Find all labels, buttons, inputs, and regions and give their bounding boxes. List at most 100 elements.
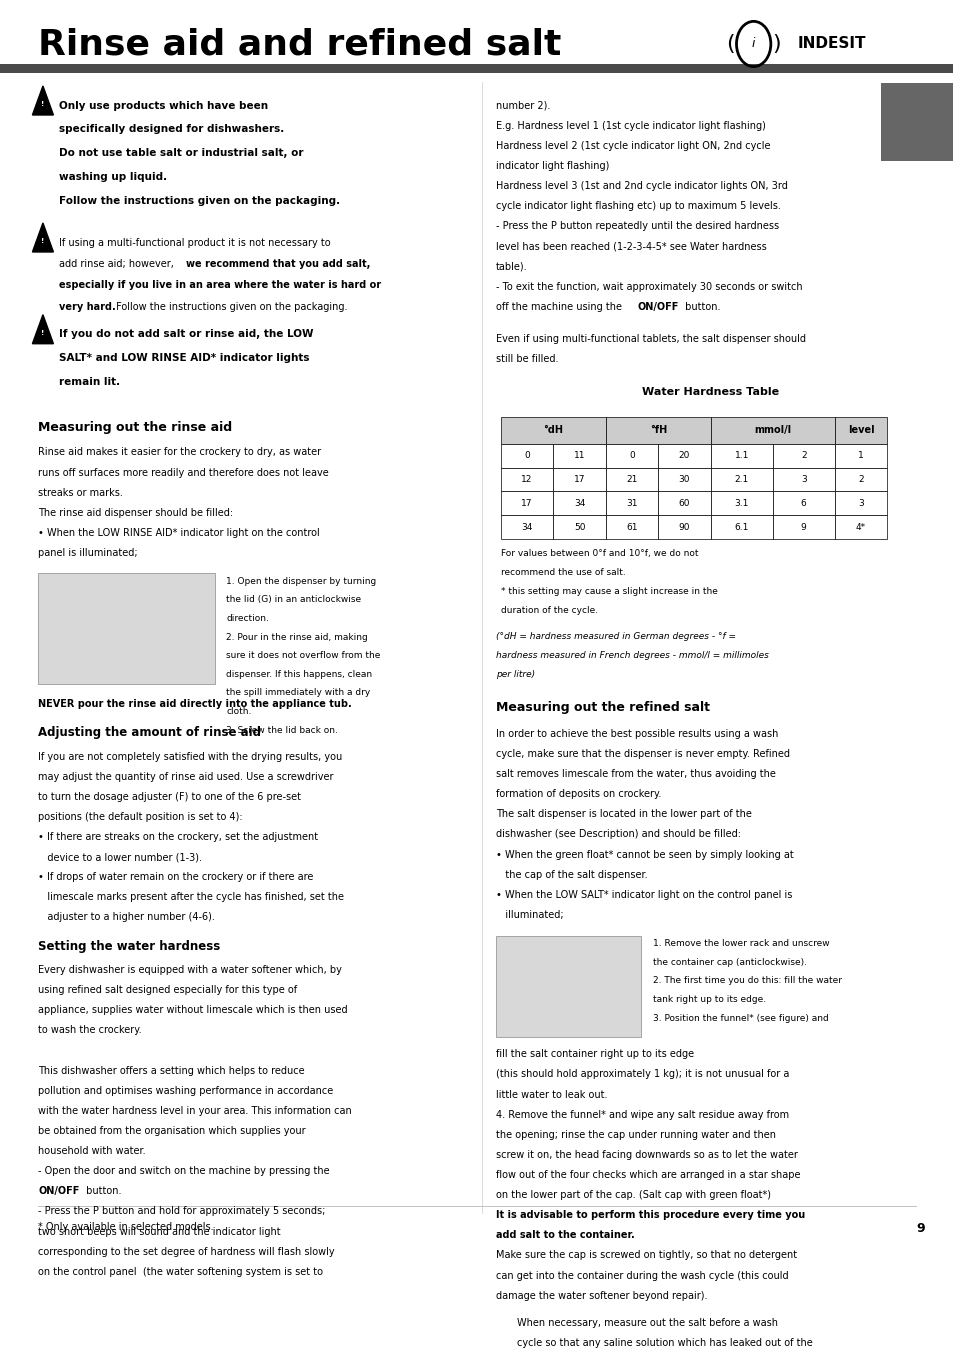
Bar bbox=[553, 467, 605, 492]
Polygon shape bbox=[490, 1304, 511, 1333]
Bar bbox=[553, 492, 605, 515]
Text: 0: 0 bbox=[523, 451, 530, 461]
Text: 9: 9 bbox=[800, 523, 806, 532]
Text: 1.1: 1.1 bbox=[734, 451, 748, 461]
Text: 9: 9 bbox=[916, 1221, 924, 1235]
Text: illuminated;: illuminated; bbox=[496, 909, 563, 920]
Text: 34: 34 bbox=[574, 499, 584, 508]
Text: Hardness level 2 (1st cycle indicator light ON, 2nd cycle: Hardness level 2 (1st cycle indicator li… bbox=[496, 141, 770, 151]
Text: we recommend that you add salt,: we recommend that you add salt, bbox=[186, 259, 370, 269]
Text: the container cap (anticlockwise).: the container cap (anticlockwise). bbox=[652, 958, 805, 966]
Text: !: ! bbox=[41, 330, 45, 335]
Text: 2: 2 bbox=[858, 476, 862, 484]
Text: to wash the crockery.: to wash the crockery. bbox=[38, 1025, 142, 1035]
Text: 30: 30 bbox=[678, 476, 690, 484]
Text: washing up liquid.: washing up liquid. bbox=[59, 172, 167, 182]
Text: remain lit.: remain lit. bbox=[59, 377, 120, 386]
Text: It is advisable to perform this procedure every time you: It is advisable to perform this procedur… bbox=[496, 1210, 804, 1220]
Text: direction.: direction. bbox=[226, 615, 269, 623]
Text: duration of the cycle.: duration of the cycle. bbox=[500, 605, 598, 615]
Bar bbox=[605, 417, 710, 443]
Text: can get into the container during the wash cycle (this could: can get into the container during the wa… bbox=[496, 1270, 788, 1281]
Text: positions (the default position is set to 4):: positions (the default position is set t… bbox=[38, 812, 242, 821]
Text: 50: 50 bbox=[573, 523, 585, 532]
Text: Setting the water hardness: Setting the water hardness bbox=[38, 940, 220, 952]
Text: may adjust the quantity of rinse aid used. Use a screwdriver: may adjust the quantity of rinse aid use… bbox=[38, 771, 334, 782]
Text: 0: 0 bbox=[628, 451, 635, 461]
Text: 2. The first time you do this: fill the water: 2. The first time you do this: fill the … bbox=[652, 977, 841, 985]
Text: adjuster to a higher number (4-6).: adjuster to a higher number (4-6). bbox=[38, 912, 214, 923]
Text: the opening; rinse the cap under running water and then: the opening; rinse the cap under running… bbox=[496, 1129, 776, 1140]
Text: SALT* and LOW RINSE AID* indicator lights: SALT* and LOW RINSE AID* indicator light… bbox=[59, 353, 310, 363]
Text: When necessary, measure out the salt before a wash: When necessary, measure out the salt bef… bbox=[517, 1319, 778, 1328]
Text: 1. Remove the lower rack and unscrew: 1. Remove the lower rack and unscrew bbox=[652, 939, 828, 948]
Bar bbox=[0, 63, 953, 73]
Text: Measuring out the rinse aid: Measuring out the rinse aid bbox=[38, 422, 232, 434]
Bar bbox=[710, 443, 772, 467]
Text: on the control panel  (the water softening system is set to: on the control panel (the water softenin… bbox=[38, 1267, 323, 1277]
Text: sure it does not overflow from the: sure it does not overflow from the bbox=[226, 651, 380, 661]
Text: • When the LOW SALT* indicator light on the control panel is: • When the LOW SALT* indicator light on … bbox=[496, 890, 792, 900]
Text: corresponding to the set degree of hardness will flash slowly: corresponding to the set degree of hardn… bbox=[38, 1247, 335, 1256]
Text: 4. Remove the funnel* and wipe any salt residue away from: 4. Remove the funnel* and wipe any salt … bbox=[496, 1109, 788, 1120]
Text: to turn the dosage adjuster (F) to one of the 6 pre-set: to turn the dosage adjuster (F) to one o… bbox=[38, 792, 301, 801]
Bar bbox=[710, 417, 834, 443]
Text: little water to leak out.: little water to leak out. bbox=[496, 1090, 607, 1100]
Bar bbox=[834, 492, 886, 515]
Text: - To exit the function, wait approximately 30 seconds or switch: - To exit the function, wait approximate… bbox=[496, 281, 801, 292]
Bar bbox=[605, 515, 658, 539]
Bar bbox=[500, 443, 553, 467]
Text: dispenser. If this happens, clean: dispenser. If this happens, clean bbox=[226, 670, 372, 678]
Text: 2.1: 2.1 bbox=[734, 476, 748, 484]
Text: the cap of the salt dispenser.: the cap of the salt dispenser. bbox=[496, 870, 647, 880]
Text: (: ( bbox=[725, 34, 735, 54]
Text: - Press the P button and hold for approximately 5 seconds;: - Press the P button and hold for approx… bbox=[38, 1206, 325, 1216]
Text: 21: 21 bbox=[626, 476, 637, 484]
Text: very hard.: very hard. bbox=[59, 301, 115, 312]
Text: specifically designed for dishwashers.: specifically designed for dishwashers. bbox=[59, 124, 284, 134]
Bar bbox=[658, 515, 710, 539]
Text: • If there are streaks on the crockery, set the adjustment: • If there are streaks on the crockery, … bbox=[38, 832, 318, 842]
Bar bbox=[553, 515, 605, 539]
Text: In order to achieve the best possible results using a wash: In order to achieve the best possible re… bbox=[496, 730, 778, 739]
Text: household with water.: household with water. bbox=[38, 1146, 146, 1156]
Text: formation of deposits on crockery.: formation of deposits on crockery. bbox=[496, 789, 660, 800]
Bar bbox=[710, 492, 772, 515]
Text: Follow the instructions given on the packaging.: Follow the instructions given on the pac… bbox=[112, 301, 347, 312]
Bar bbox=[605, 492, 658, 515]
Text: 2: 2 bbox=[801, 451, 805, 461]
Text: device to a lower number (1-3).: device to a lower number (1-3). bbox=[38, 852, 202, 862]
Text: 20: 20 bbox=[679, 451, 689, 461]
Text: cycle indicator light flashing etc) up to maximum 5 levels.: cycle indicator light flashing etc) up t… bbox=[496, 201, 781, 211]
Text: runs off surfaces more readily and therefore does not leave: runs off surfaces more readily and there… bbox=[38, 467, 329, 477]
Text: add rinse aid; however,: add rinse aid; however, bbox=[59, 259, 177, 269]
Text: 17: 17 bbox=[573, 476, 585, 484]
Text: 3: 3 bbox=[857, 499, 863, 508]
Text: Follow the instructions given on the packaging.: Follow the instructions given on the pac… bbox=[59, 196, 340, 207]
Text: 3.1: 3.1 bbox=[734, 499, 748, 508]
Text: Rinse aid makes it easier for the crockery to dry, as water: Rinse aid makes it easier for the crocke… bbox=[38, 447, 321, 458]
Text: 11: 11 bbox=[573, 451, 585, 461]
Text: using refined salt designed especially for this type of: using refined salt designed especially f… bbox=[38, 985, 297, 996]
Text: fill the salt container right up to its edge: fill the salt container right up to its … bbox=[496, 1050, 694, 1059]
Text: level has been reached (1-2-3-4-5* see Water hardness: level has been reached (1-2-3-4-5* see W… bbox=[496, 242, 766, 251]
Text: Rinse aid and refined salt: Rinse aid and refined salt bbox=[38, 27, 561, 62]
Text: 60: 60 bbox=[678, 499, 690, 508]
Text: Do not use table salt or industrial salt, or: Do not use table salt or industrial salt… bbox=[59, 149, 303, 158]
Bar bbox=[772, 467, 834, 492]
Text: 31: 31 bbox=[625, 499, 638, 508]
Text: especially if you live in an area where the water is hard or: especially if you live in an area where … bbox=[59, 280, 381, 290]
Text: Every dishwasher is equipped with a water softener which, by: Every dishwasher is equipped with a wate… bbox=[38, 965, 342, 975]
Text: • When the LOW RINSE AID* indicator light on the control: • When the LOW RINSE AID* indicator ligh… bbox=[38, 528, 319, 538]
Text: on the lower part of the cap. (Salt cap with green float*): on the lower part of the cap. (Salt cap … bbox=[496, 1190, 770, 1200]
Bar bbox=[658, 443, 710, 467]
Text: If using a multi-functional product it is not necessary to: If using a multi-functional product it i… bbox=[59, 238, 331, 247]
Text: two short beeps will sound and the indicator light: two short beeps will sound and the indic… bbox=[38, 1227, 280, 1236]
Text: °dH: °dH bbox=[543, 426, 562, 435]
Bar bbox=[500, 515, 553, 539]
Bar bbox=[658, 492, 710, 515]
Text: 4*: 4* bbox=[855, 523, 865, 532]
Bar bbox=[834, 515, 886, 539]
Bar bbox=[772, 443, 834, 467]
Text: limescale marks present after the cycle has finished, set the: limescale marks present after the cycle … bbox=[38, 892, 344, 902]
